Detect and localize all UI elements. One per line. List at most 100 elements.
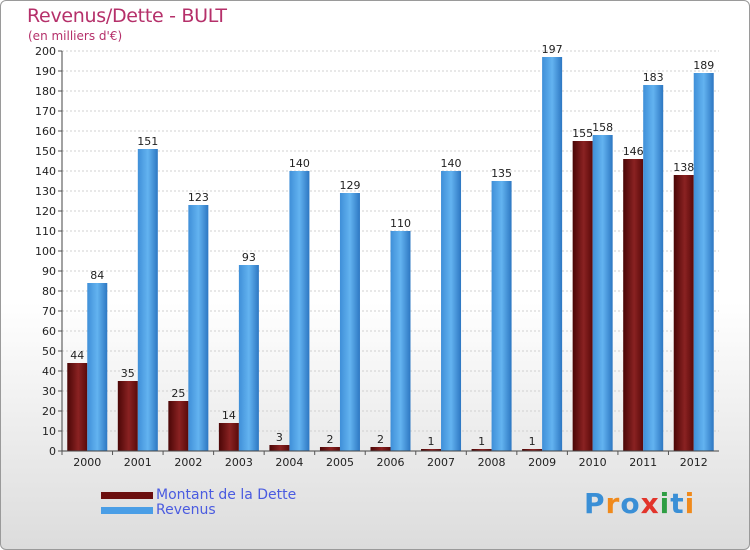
logo-letter: P: [584, 487, 606, 520]
data-label-debt: 2: [326, 433, 333, 446]
x-tick-label: 2004: [275, 456, 303, 469]
data-label-debt: 3: [276, 431, 283, 444]
logo-letter: i: [684, 487, 696, 520]
data-label-revenus: 93: [242, 251, 256, 264]
y-tick-label: 130: [35, 185, 56, 198]
legend-label-revenus: Revenus: [156, 502, 216, 518]
bar-revenus: [592, 135, 613, 451]
bar-debt: [67, 363, 88, 451]
data-label-revenus: 140: [289, 157, 310, 170]
y-tick-label: 90: [42, 265, 56, 278]
x-tick-label: 2008: [478, 456, 506, 469]
logo-letter: o: [620, 487, 641, 520]
x-tick-label: 2012: [680, 456, 708, 469]
bar-debt: [623, 159, 644, 451]
x-tick-label: 2002: [174, 456, 202, 469]
chart-title: Revenus/Dette - BULT: [27, 5, 227, 27]
legend-label-debt: Montant de la Dette: [156, 487, 297, 503]
data-label-revenus: 129: [339, 179, 360, 192]
y-tick-label: 20: [42, 405, 56, 418]
data-label-revenus: 151: [137, 135, 158, 148]
y-tick-label: 10: [42, 425, 56, 438]
y-tick-label: 100: [35, 245, 56, 258]
data-label-debt: 146: [623, 145, 644, 158]
bar-debt: [421, 449, 442, 451]
data-label-revenus: 84: [90, 269, 104, 282]
data-label-debt: 155: [572, 127, 593, 140]
logo-letter: x: [640, 487, 660, 520]
x-tick-label: 2010: [579, 456, 607, 469]
bar-revenus: [643, 85, 664, 451]
data-label-debt: 1: [529, 435, 536, 448]
bar-debt: [168, 401, 189, 451]
bar-debt: [673, 175, 694, 451]
bar-revenus: [542, 57, 563, 451]
y-tick-label: 190: [35, 65, 56, 78]
data-label-debt: 25: [171, 387, 185, 400]
x-tick-label: 2007: [427, 456, 455, 469]
bar-debt: [572, 141, 593, 451]
data-label-revenus: 197: [542, 43, 563, 56]
data-label-revenus: 158: [592, 121, 613, 134]
logo-letter: t: [670, 487, 685, 520]
y-tick-label: 160: [35, 125, 56, 138]
bar-revenus: [87, 283, 108, 451]
bar-debt: [319, 447, 340, 451]
y-tick-label: 40: [42, 365, 56, 378]
x-tick-label: 2000: [73, 456, 101, 469]
y-tick-label: 140: [35, 165, 56, 178]
bar-revenus: [238, 265, 259, 451]
data-label-revenus: 110: [390, 217, 411, 230]
data-label-debt: 1: [428, 435, 435, 448]
y-tick-label: 170: [35, 105, 56, 118]
data-label-revenus: 183: [643, 71, 664, 84]
data-label-debt: 2: [377, 433, 384, 446]
bar-debt: [471, 449, 492, 451]
y-tick-label: 200: [35, 45, 56, 58]
bar-revenus: [693, 73, 714, 451]
y-tick-label: 0: [49, 445, 56, 458]
data-label-debt: 35: [121, 367, 135, 380]
x-tick-label: 2003: [225, 456, 253, 469]
chart-subtitle: (en milliers d'€): [28, 29, 123, 43]
y-tick-label: 110: [35, 225, 56, 238]
y-tick-label: 180: [35, 85, 56, 98]
bar-revenus: [137, 149, 158, 451]
y-tick-label: 50: [42, 345, 56, 358]
bar-revenus: [390, 231, 411, 451]
y-tick-label: 60: [42, 325, 56, 338]
proxiti-logo: Proxiti: [584, 487, 695, 520]
bar-debt: [370, 447, 391, 451]
x-tick-label: 2009: [528, 456, 556, 469]
bar-revenus: [491, 181, 512, 451]
y-tick-label: 80: [42, 285, 56, 298]
y-tick-label: 150: [35, 145, 56, 158]
data-label-debt: 14: [222, 409, 236, 422]
legend-swatch-debt: [101, 492, 153, 499]
bar-debt: [522, 449, 543, 451]
bar-revenus: [289, 171, 310, 451]
data-label-revenus: 189: [693, 59, 714, 72]
bar-debt: [117, 381, 138, 451]
bar-revenus: [339, 193, 360, 451]
data-label-debt: 44: [70, 349, 84, 362]
x-tick-label: 2011: [629, 456, 657, 469]
logo-letter: i: [659, 487, 671, 520]
legend-swatch-revenus: [101, 507, 153, 514]
x-tick-label: 2001: [124, 456, 152, 469]
x-tick-label: 2005: [326, 456, 354, 469]
bar-debt: [269, 445, 290, 451]
data-label-revenus: 123: [188, 191, 209, 204]
data-label-debt: 138: [673, 161, 694, 174]
bar-revenus: [188, 205, 209, 451]
bar-revenus: [441, 171, 462, 451]
y-tick-label: 120: [35, 205, 56, 218]
bar-debt: [218, 423, 239, 451]
logo-letter: r: [605, 487, 621, 520]
y-tick-label: 70: [42, 305, 56, 318]
data-label-revenus: 140: [441, 157, 462, 170]
data-label-debt: 1: [478, 435, 485, 448]
y-tick-label: 30: [42, 385, 56, 398]
